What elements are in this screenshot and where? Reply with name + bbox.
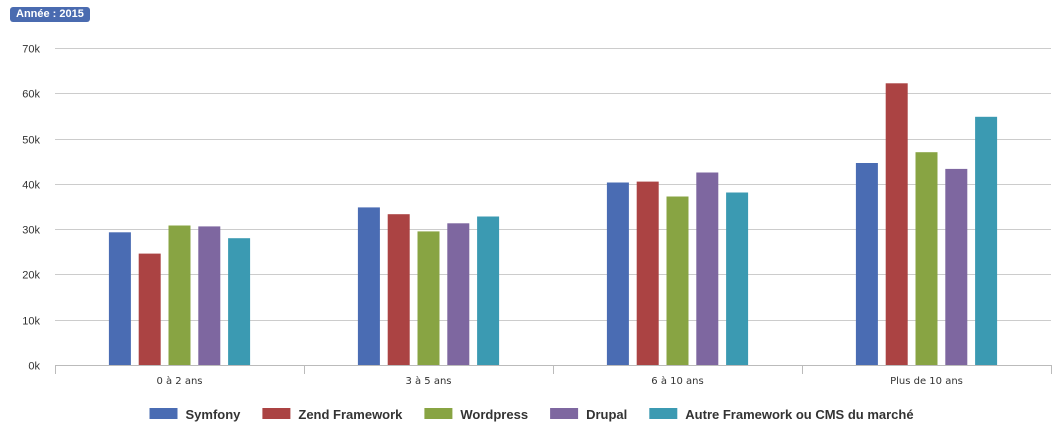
bar[interactable] — [945, 168, 968, 365]
y-tick-label: 50k — [22, 135, 40, 147]
x-tick-label: 6 à 10 ans — [651, 375, 703, 387]
y-tick-label: 60k — [22, 89, 40, 101]
legend-swatch — [550, 408, 579, 419]
y-tick-label: 20k — [22, 270, 40, 282]
bar[interactable] — [855, 163, 878, 365]
legend-swatch — [149, 408, 178, 419]
bar[interactable] — [108, 232, 131, 365]
y-tick-label: 70k — [22, 44, 40, 56]
bar[interactable] — [168, 225, 191, 366]
bar[interactable] — [636, 181, 659, 365]
x-tick-label: 3 à 5 ans — [405, 375, 451, 387]
bar[interactable] — [387, 214, 410, 365]
x-tick-label: Plus de 10 ans — [890, 376, 963, 387]
bar[interactable] — [666, 196, 689, 366]
y-tick-label: 40k — [22, 180, 40, 192]
legend-swatch — [262, 408, 291, 419]
year-badge[interactable]: Année : 2015 — [10, 7, 90, 22]
legend-label: Autre Framework ou CMS du marché — [685, 407, 913, 422]
bar[interactable] — [228, 238, 251, 365]
x-axis-ticks: 0 à 2 ans 3 à 5 ans 6 à 10 ans Plus de 10 a… — [156, 375, 962, 387]
bar[interactable] — [477, 216, 500, 366]
bar[interactable] — [696, 172, 719, 366]
grid-lines — [55, 48, 1051, 321]
legend-item[interactable]: Symfony — [149, 407, 242, 422]
bars — [108, 83, 998, 366]
bar[interactable] — [447, 223, 470, 365]
x-tick-label: 0 à 2 ans — [156, 375, 202, 387]
x-axis — [55, 365, 1052, 374]
bar[interactable] — [606, 182, 629, 366]
bar[interactable] — [357, 207, 380, 365]
legend-swatch — [424, 408, 453, 419]
bar[interactable] — [915, 152, 938, 365]
legend-item[interactable]: Drupal — [550, 407, 627, 422]
y-axis-ticks: 0k 10k 20k 30k 40k 50k 60k 70k — [22, 44, 40, 373]
legend-label: Wordpress — [460, 407, 528, 422]
legend-swatch — [649, 408, 678, 419]
y-tick-label: 30k — [22, 225, 40, 237]
legend[interactable]: Symfony Zend Framework Wordpress Drupal Autr… — [149, 407, 914, 422]
legend-label: Symfony — [186, 407, 242, 422]
legend-label: Drupal — [586, 407, 627, 422]
legend-item[interactable]: Autre Framework ou CMS du marché — [649, 407, 914, 422]
legend-item[interactable]: Wordpress — [424, 407, 528, 422]
bar[interactable] — [975, 116, 998, 365]
legend-label: Zend Framework — [298, 407, 403, 422]
bar[interactable] — [726, 192, 749, 366]
bar[interactable] — [417, 231, 440, 365]
bar[interactable] — [198, 226, 221, 365]
bar[interactable] — [885, 83, 908, 366]
bar[interactable] — [138, 253, 161, 365]
legend-item[interactable]: Zend Framework — [262, 407, 403, 422]
y-tick-label: 0k — [28, 361, 40, 373]
y-tick-label: 10k — [22, 316, 40, 328]
